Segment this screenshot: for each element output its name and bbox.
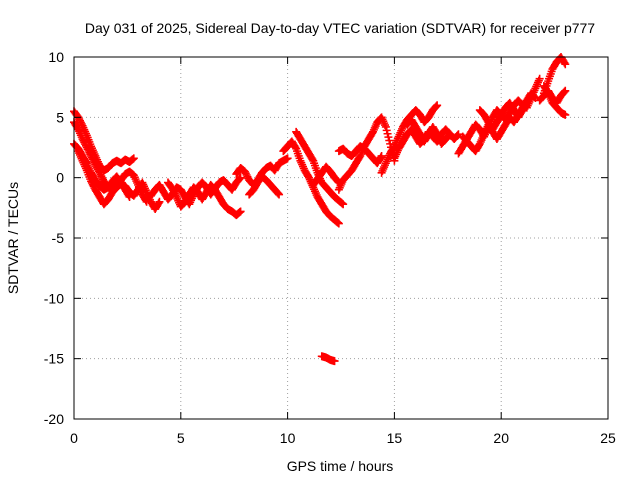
series-track-t	[475, 91, 536, 134]
data-point	[330, 357, 339, 366]
series-track-k	[309, 162, 343, 189]
y-tick-label: -15	[44, 351, 64, 367]
x-tick-label: 10	[280, 430, 296, 446]
data-point	[236, 173, 245, 182]
data-point	[77, 120, 86, 129]
series-track-d	[74, 147, 164, 214]
data-point	[561, 86, 570, 95]
series-track-l	[317, 352, 339, 366]
data-point	[377, 151, 386, 160]
data-point	[526, 93, 535, 102]
series-track-w	[539, 81, 570, 119]
data-point	[291, 143, 300, 152]
points-layer	[70, 53, 570, 366]
data-point	[433, 101, 442, 110]
data-point	[235, 174, 244, 183]
series-track-q	[403, 115, 454, 148]
data-point	[283, 154, 292, 163]
data-point	[129, 154, 138, 163]
data-point	[432, 102, 441, 111]
data-point	[236, 207, 245, 216]
data-point	[453, 131, 462, 140]
data-point	[560, 58, 569, 67]
data-point	[561, 110, 570, 119]
series-track-a	[70, 107, 138, 175]
data-point	[454, 130, 463, 139]
data-point	[339, 200, 348, 209]
y-tick-label: 10	[48, 49, 64, 65]
data-point	[171, 191, 180, 200]
x-axis-label: GPS time / hours	[287, 458, 394, 474]
series-track-g	[232, 154, 292, 189]
data-point	[274, 189, 283, 198]
grid-layer	[74, 57, 608, 419]
x-tick-label: 25	[600, 430, 616, 446]
series-track-f	[163, 178, 245, 220]
series-track-m	[334, 113, 399, 194]
y-tick-label: 5	[56, 109, 64, 125]
y-axis-label: SDTVAR / TECUs	[5, 182, 21, 294]
series-track-n	[334, 142, 386, 168]
data-point	[445, 131, 454, 140]
y-tick-label: -5	[52, 230, 65, 246]
ticks-layer	[73, 56, 609, 420]
y-tick-label: 0	[56, 170, 64, 186]
x-tick-label: 0	[70, 430, 78, 446]
data-point	[376, 153, 385, 162]
data-point	[275, 190, 284, 199]
chart-title: Day 031 of 2025, Sidereal Day-to-day VTE…	[85, 20, 595, 36]
data-point	[154, 199, 163, 208]
y-tick-label: -10	[44, 290, 64, 306]
tick-labels-layer: 0 5 10 15 20 25 -20 -15 -10 -5 0 5 10	[44, 49, 616, 446]
data-point	[308, 155, 317, 164]
data-point	[527, 91, 536, 100]
data-point	[445, 130, 454, 139]
data-point	[155, 197, 164, 206]
data-point	[535, 74, 544, 83]
data-point	[561, 60, 570, 69]
data-point	[560, 87, 569, 96]
x-tick-label: 15	[387, 430, 403, 446]
y-tick-label: -20	[44, 411, 64, 427]
series-track-i	[279, 137, 343, 228]
x-tick-label: 5	[177, 430, 185, 446]
data-point	[334, 219, 343, 228]
x-tick-label: 20	[493, 430, 509, 446]
series-track-j	[292, 127, 348, 209]
series-track-h	[245, 172, 284, 199]
